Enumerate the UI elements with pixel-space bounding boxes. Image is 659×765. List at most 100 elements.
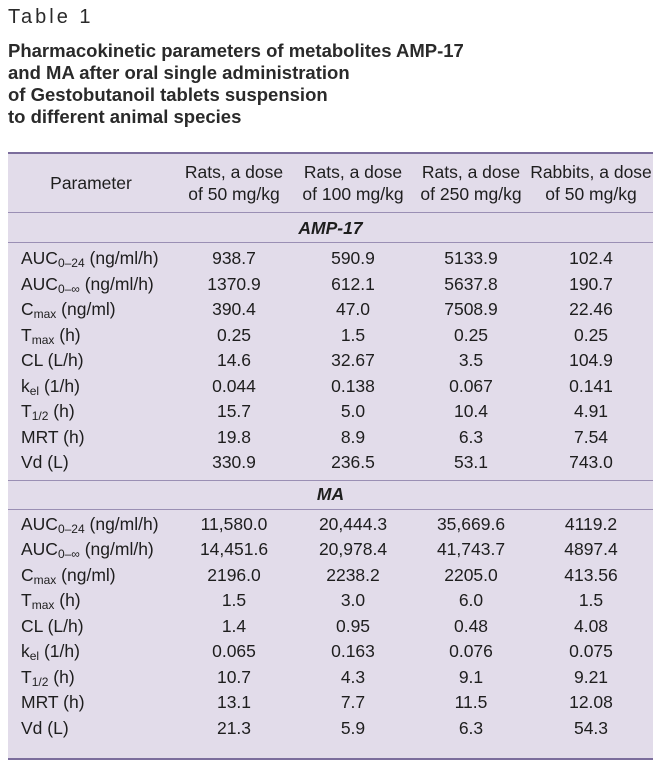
table-row: MRT (h) 13.1 7.7 11.5 12.08 <box>8 690 653 716</box>
header-parameter: Parameter <box>8 154 174 212</box>
value-cell: 7.54 <box>573 426 609 447</box>
parameter-symbol: T <box>21 666 32 687</box>
caption-line: and MA after oral single administration <box>8 62 350 83</box>
parameter-unit: (ng/ml) <box>56 564 116 585</box>
value-cell: 12.08 <box>569 692 613 712</box>
value-cell: 0.138 <box>331 375 375 396</box>
value-cell: 10.7 <box>216 666 252 687</box>
parameter-unit: (ng/ml) <box>56 299 116 319</box>
value-cell: 413.56 <box>564 564 618 585</box>
table-header-row: Parameter Rats, a dose of 50 mg/kg Rats,… <box>8 154 653 213</box>
parameter-symbol: AUC <box>21 513 58 534</box>
header-line: of 100 mg/kg <box>302 184 404 204</box>
value-cell: 0.25 <box>453 324 489 345</box>
parameter-unit: (h) <box>48 401 75 421</box>
parameter-cell: CL (L/h) <box>21 348 84 374</box>
table-row: Cmax (ng/ml) 2196.0 2238.2 2205.0 413.56 <box>8 563 653 589</box>
parameter-symbol: k <box>21 641 30 661</box>
value-cell: 0.044 <box>212 375 256 396</box>
parameter-unit: (h) <box>48 666 75 687</box>
table-row: Tmax (h) 0.25 1.5 0.25 0.25 <box>8 323 653 349</box>
value-cell: 236.5 <box>331 452 375 472</box>
value-cell: 0.25 <box>216 324 252 345</box>
value-cell: 41,743.7 <box>436 539 506 559</box>
pharmacokinetic-table: Parameter Rats, a dose of 50 mg/kg Rats,… <box>8 152 653 760</box>
parameter-cell: AUC0–24 (ng/ml/h) <box>21 246 159 272</box>
table-row: MRT (h) 19.8 8.9 6.3 7.54 <box>8 425 653 451</box>
parameter-unit: (ng/ml/h) <box>84 248 159 268</box>
value-cell: 7508.9 <box>444 299 498 319</box>
table-row: T1/2 (h) 15.7 5.0 10.4 4.91 <box>8 399 653 425</box>
value-cell: 0.067 <box>449 375 493 396</box>
value-cell: 4119.2 <box>564 513 618 534</box>
parameter-subscript: max <box>33 572 57 587</box>
value-cell: 35,669.6 <box>436 513 506 534</box>
value-cell: 20,978.4 <box>318 539 388 559</box>
value-cell: 5637.8 <box>444 273 498 294</box>
parameter-cell: T1/2 (h) <box>21 665 75 691</box>
parameter-cell: MRT (h) <box>21 690 85 716</box>
parameter-symbol: CL (L/h) <box>21 350 84 370</box>
parameter-cell: CL (L/h) <box>21 614 84 640</box>
parameter-cell: MRT (h) <box>21 425 85 451</box>
parameter-symbol: MRT (h) <box>21 692 85 712</box>
parameter-symbol: AUC <box>21 248 58 268</box>
header-column: Rats, a dose of 50 mg/kg <box>174 154 294 212</box>
header-line: of 250 mg/kg <box>420 184 522 204</box>
value-cell: 11,580.0 <box>200 513 268 534</box>
value-cell: 612.1 <box>331 273 375 294</box>
parameter-unit: (ng/ml/h) <box>84 513 159 534</box>
value-cell: 6.3 <box>458 717 484 738</box>
value-cell: 1.5 <box>340 324 366 345</box>
parameter-subscript: 1/2 <box>31 674 49 689</box>
value-cell: 8.9 <box>340 426 366 447</box>
value-cell: 6.3 <box>458 426 484 447</box>
value-cell: 1.5 <box>221 590 247 610</box>
caption-line: Pharmacokinetic parameters of metabolite… <box>8 40 464 61</box>
value-cell: 14.6 <box>216 350 252 370</box>
table-row: CL (L/h) 1.4 0.95 0.48 4.08 <box>8 614 653 640</box>
section-title: MA <box>8 479 653 510</box>
value-cell: 11.5 <box>454 692 488 712</box>
value-cell: 5.9 <box>340 717 366 738</box>
value-cell: 53.1 <box>453 452 489 472</box>
parameter-subscript: 0–∞ <box>57 281 80 296</box>
caption-line: to different animal species <box>8 106 242 127</box>
value-cell: 0.075 <box>569 641 613 661</box>
parameter-unit: (ng/ml/h) <box>79 273 154 294</box>
value-cell: 0.163 <box>331 641 375 661</box>
parameter-subscript: 0–24 <box>57 256 85 270</box>
table-row: AUC0–24 (ng/ml/h) 938.7 590.9 5133.9 102.4 <box>8 246 653 272</box>
value-cell: 0.95 <box>335 615 371 636</box>
header-parameter-label: Parameter <box>50 173 132 193</box>
value-cell: 1.5 <box>578 590 604 610</box>
value-cell: 2205.0 <box>444 564 498 585</box>
parameter-subscript: 1/2 <box>31 409 49 423</box>
parameter-symbol: MRT (h) <box>21 426 85 447</box>
parameter-cell: Cmax (ng/ml) <box>21 563 116 589</box>
table-row: Tmax (h) 1.5 3.0 6.0 1.5 <box>8 588 653 614</box>
parameter-unit: (h) <box>54 590 81 610</box>
parameter-subscript: max <box>33 307 57 321</box>
table-caption: Pharmacokinetic parameters of metabolite… <box>8 40 648 128</box>
header-column: Rabbits, a dose of 50 mg/kg <box>530 154 652 212</box>
header-line: Rabbits, a dose <box>530 162 652 182</box>
value-cell: 22.46 <box>569 299 613 319</box>
parameter-subscript: 0–24 <box>57 521 85 536</box>
value-cell: 5.0 <box>340 401 366 421</box>
value-cell: 32.67 <box>331 350 375 370</box>
value-cell: 938.7 <box>212 248 256 268</box>
value-cell: 0.076 <box>449 641 493 661</box>
value-cell: 7.7 <box>340 692 366 712</box>
value-cell: 0.141 <box>569 375 613 396</box>
parameter-cell: Tmax (h) <box>21 323 81 349</box>
value-cell: 3.5 <box>458 350 484 370</box>
parameter-unit: (ng/ml/h) <box>79 539 154 559</box>
parameter-cell: Vd (L) <box>21 716 69 742</box>
value-cell: 20,444.3 <box>318 513 388 534</box>
header-line: Rats, a dose <box>184 162 284 182</box>
parameter-subscript: max <box>31 598 55 612</box>
value-cell: 4.08 <box>573 615 609 636</box>
section-title: AMP-17 <box>8 214 653 243</box>
value-cell: 2196.0 <box>207 564 261 585</box>
